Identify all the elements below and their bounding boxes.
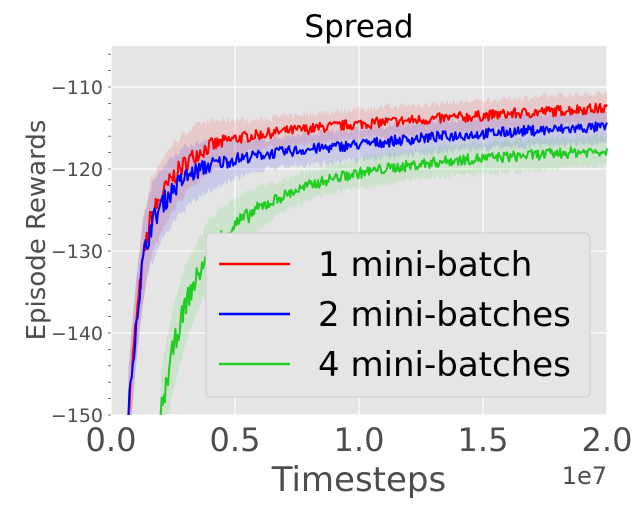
- y-minor-ticks: [108, 53, 111, 416]
- series-line: [159, 146, 608, 416]
- legend: 1 mini-batch 2 mini-batches 4 mini-batches: [205, 232, 591, 398]
- y-tick-label: −120: [51, 159, 103, 181]
- x-tick-label: 0.5: [210, 421, 261, 459]
- legend-label: 4 mini-batches: [318, 345, 571, 385]
- x-tick-label: 1.5: [458, 421, 509, 459]
- y-tick-label: −140: [51, 323, 103, 345]
- x-tick-label: 2.0: [582, 421, 633, 459]
- confidence-band: [128, 109, 607, 415]
- series-lines: [127, 102, 608, 416]
- legend-label: 1 mini-batch: [318, 245, 532, 285]
- x-offset-label: 1e7: [562, 462, 607, 490]
- x-tick-label: 1.0: [334, 421, 385, 459]
- x-ticks: 0.0 0.5 1.0 1.5 2.0: [86, 421, 633, 459]
- grid: [110, 46, 608, 416]
- x-tick-label: 0.0: [86, 421, 137, 459]
- confidence-band: [128, 90, 607, 416]
- legend-box: [205, 232, 591, 398]
- y-tick-label: −110: [51, 77, 103, 99]
- y-tick-label: −130: [51, 241, 103, 263]
- y-ticks: −110 −120 −130 −140 −150: [51, 77, 103, 427]
- series-line: [127, 121, 608, 416]
- chart-title: Spread: [304, 9, 413, 45]
- x-axis-label: Timesteps: [271, 460, 446, 500]
- legend-label: 2 mini-batches: [318, 295, 571, 335]
- y-axis-label: Episode Rewards: [22, 120, 52, 341]
- y-tick-label: −150: [51, 405, 103, 427]
- series-line: [127, 102, 608, 416]
